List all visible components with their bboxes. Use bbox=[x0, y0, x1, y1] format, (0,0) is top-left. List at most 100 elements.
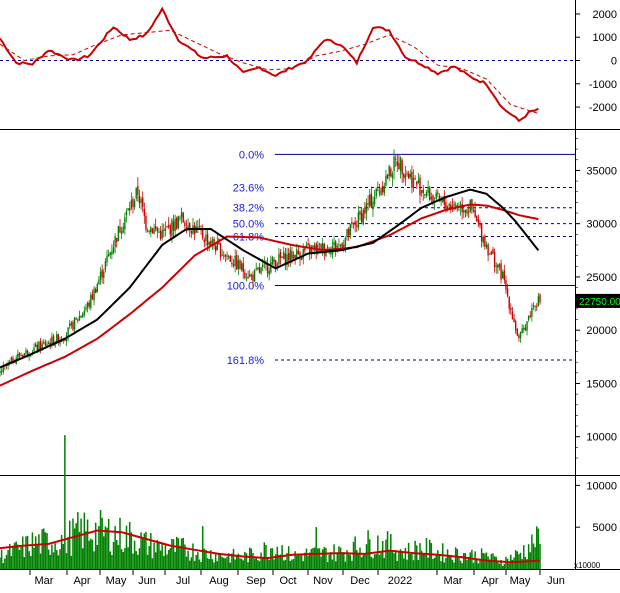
volume-bar bbox=[334, 561, 337, 569]
volume-bar bbox=[432, 558, 434, 569]
volume-bar bbox=[464, 553, 467, 569]
volume-bar bbox=[317, 548, 319, 569]
fib-level-label: 38.2% bbox=[233, 203, 264, 215]
candle-body bbox=[158, 231, 160, 233]
volume-bar bbox=[403, 558, 405, 569]
volume-bar bbox=[109, 551, 112, 569]
volume-bar bbox=[385, 539, 387, 569]
candle-body bbox=[41, 343, 43, 351]
volume-bar bbox=[39, 553, 42, 569]
candle-body bbox=[309, 245, 311, 254]
volume-bar bbox=[430, 542, 433, 569]
volume-bar bbox=[116, 540, 118, 569]
volume-bar bbox=[440, 561, 442, 569]
candle-body bbox=[380, 188, 382, 196]
candle-body bbox=[80, 315, 82, 318]
candle-body bbox=[203, 239, 206, 243]
candle-body bbox=[367, 203, 369, 205]
candle-body bbox=[252, 274, 254, 281]
candle-body bbox=[521, 328, 523, 333]
volume-bar bbox=[446, 549, 449, 569]
candle-body bbox=[213, 238, 215, 247]
volume-bar bbox=[508, 563, 510, 569]
volume-bar bbox=[477, 563, 480, 569]
volume-bar bbox=[119, 517, 121, 569]
volume-bar bbox=[179, 545, 181, 569]
candle-body bbox=[91, 294, 94, 299]
volume-bar bbox=[514, 550, 517, 569]
volume-bar bbox=[300, 554, 303, 569]
volume-bar bbox=[419, 543, 421, 569]
candle-body bbox=[299, 252, 301, 260]
candle-body bbox=[72, 322, 74, 330]
volume-bar bbox=[57, 555, 60, 569]
candle-body bbox=[346, 228, 348, 237]
candle-body bbox=[206, 233, 209, 246]
volume-bar bbox=[62, 543, 64, 569]
candle-body bbox=[283, 252, 285, 259]
candle-body bbox=[133, 200, 136, 208]
volume-bar bbox=[43, 528, 45, 569]
candle-body bbox=[382, 185, 384, 193]
volume-bar bbox=[454, 547, 457, 569]
volume-bar bbox=[164, 544, 167, 569]
candle-body bbox=[403, 173, 405, 178]
volume-bar bbox=[330, 552, 332, 569]
candle-body bbox=[116, 237, 118, 242]
volume-panel: 10000 5000 bbox=[0, 435, 617, 569]
volume-bar bbox=[182, 537, 184, 569]
volume-bar bbox=[128, 521, 131, 569]
candle-body bbox=[28, 355, 30, 357]
candle-body bbox=[234, 255, 236, 266]
volume-bar bbox=[185, 556, 188, 569]
candle-body bbox=[96, 284, 98, 293]
candle-body bbox=[148, 231, 150, 233]
candle-body bbox=[312, 245, 314, 248]
volume-bar bbox=[107, 519, 110, 569]
candle-body bbox=[184, 222, 186, 227]
candle-body bbox=[339, 244, 342, 247]
volume-bar bbox=[404, 547, 407, 569]
volume-bar bbox=[197, 552, 199, 569]
candle-body bbox=[33, 347, 35, 352]
candle-body bbox=[232, 264, 235, 266]
candle-body bbox=[93, 288, 95, 301]
volume-bar bbox=[18, 549, 21, 569]
candle-body bbox=[23, 353, 26, 358]
fib-level-label: 50.0% bbox=[233, 219, 264, 231]
volume-bar bbox=[279, 554, 282, 569]
volume-bar bbox=[364, 553, 366, 569]
volume-bar bbox=[125, 525, 128, 569]
volume-bar bbox=[534, 547, 536, 569]
volume-bar bbox=[500, 560, 502, 569]
volume-bar bbox=[476, 559, 478, 569]
volume-bar bbox=[239, 558, 241, 569]
volume-bar bbox=[488, 559, 491, 569]
candle-body bbox=[150, 227, 152, 232]
candle-body bbox=[373, 197, 376, 205]
candle-body bbox=[104, 260, 107, 270]
volume-bar bbox=[274, 554, 277, 569]
volume-bar bbox=[344, 561, 347, 569]
volume-bar bbox=[153, 542, 155, 569]
volume-bar bbox=[393, 553, 395, 569]
candle-body bbox=[474, 209, 476, 217]
volume-bar bbox=[167, 549, 170, 569]
candle-body bbox=[26, 350, 29, 356]
volume-bar bbox=[190, 557, 193, 569]
volume-bar bbox=[0, 557, 1, 569]
candle-body bbox=[524, 327, 527, 330]
volume-bar bbox=[511, 559, 514, 569]
candle-body bbox=[424, 194, 426, 196]
volume-bar bbox=[65, 553, 68, 569]
candle-body bbox=[253, 269, 256, 282]
volume-bar bbox=[163, 555, 165, 569]
volume-bar bbox=[237, 553, 240, 569]
fib-level-label: 161.8% bbox=[227, 355, 265, 367]
candle-body bbox=[226, 255, 228, 257]
candle-body bbox=[407, 173, 410, 179]
candle-body bbox=[86, 302, 89, 308]
volume-bar bbox=[294, 551, 296, 569]
candle-body bbox=[46, 344, 48, 346]
volume-bar bbox=[187, 550, 189, 569]
